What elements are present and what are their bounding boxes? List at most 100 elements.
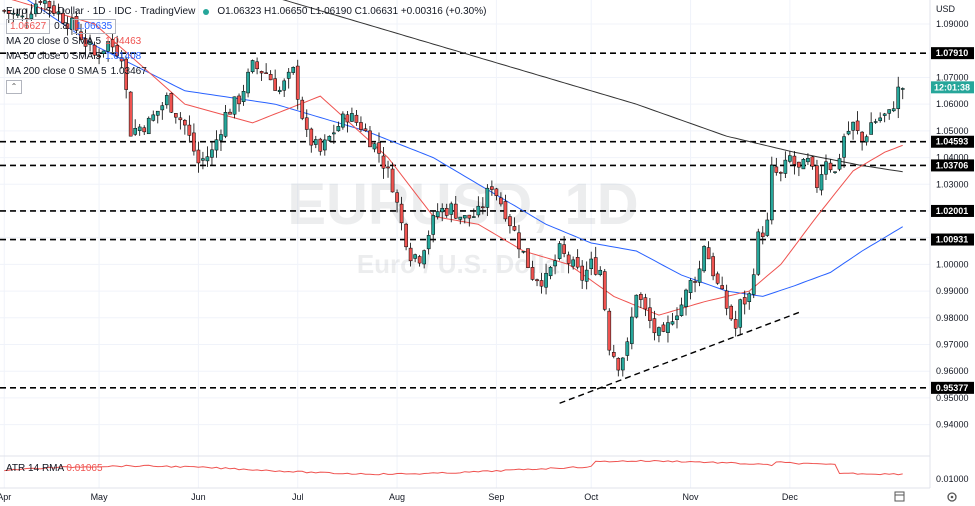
candle-36 — [164, 92, 169, 109]
candle-102 — [462, 215, 467, 224]
candle-172 — [779, 171, 783, 182]
candle-6 — [29, 3, 34, 21]
candle-181 — [819, 166, 824, 196]
sell-price-button[interactable]: 1.06627 — [6, 19, 51, 34]
indicator-ma50[interactable]: MA 50 close 0 SMA 5 1.01408 — [6, 49, 486, 64]
candle-187 — [846, 121, 851, 136]
ma200-value: 1.03467 — [110, 66, 147, 77]
candle-81 — [368, 125, 372, 148]
candle-26 — [119, 50, 124, 69]
candle-38 — [173, 112, 178, 124]
candle-30 — [137, 123, 142, 136]
candle-89 — [404, 222, 408, 251]
buy-price-button[interactable]: 1.06635 — [72, 19, 117, 34]
candle-112 — [508, 213, 512, 234]
level-tag-2: 1.03706 — [936, 160, 969, 170]
candle-171 — [774, 157, 779, 176]
candle-92 — [417, 254, 422, 267]
calendar-icon[interactable] — [894, 491, 905, 502]
candle-117 — [530, 260, 535, 281]
candle-119 — [539, 272, 544, 294]
indicator-ma20[interactable]: MA 20 close 0 SMA 5 1.04463 — [6, 34, 486, 49]
candle-167 — [756, 228, 761, 276]
indicator-ma200[interactable]: MA 200 close 0 SMA 5 1.03467 — [6, 64, 486, 79]
candle-195 — [882, 112, 887, 123]
candle-128 — [580, 260, 585, 289]
candle-45 — [205, 146, 210, 167]
candle-177 — [801, 157, 806, 170]
settings-gear-icon[interactable] — [947, 492, 957, 502]
candle-115 — [521, 250, 526, 254]
candle-61 — [277, 86, 282, 95]
price-tick-9: 1.03000 — [936, 179, 969, 189]
candle-162 — [733, 310, 738, 337]
candle-32 — [146, 116, 151, 135]
candle-41 — [187, 115, 192, 143]
candle-139 — [630, 307, 634, 350]
candle-169 — [765, 212, 770, 237]
candle-125 — [566, 251, 571, 274]
candle-101 — [458, 216, 463, 225]
candle-1 — [6, 9, 11, 23]
candle-66 — [300, 96, 305, 121]
last-price-time: 12:01:38 — [934, 82, 970, 92]
candle-176 — [797, 161, 801, 177]
candle-116 — [526, 248, 530, 268]
chart-title: Euro / U.S. Dollar · 1D · IDC · TradingV… — [6, 6, 196, 17]
candle-149 — [675, 307, 679, 329]
time-ticks: Apr May Jun Jul Aug Sep Oct Nov Dec — [0, 492, 798, 502]
candle-59 — [268, 70, 273, 81]
level-tag-1: 1.04593 — [936, 137, 969, 147]
legend: Euro / U.S. Dollar · 1D · IDC · TradingV… — [6, 4, 486, 94]
candle-144 — [652, 310, 657, 341]
candle-118 — [535, 278, 539, 287]
candle-141 — [639, 292, 643, 309]
time-tick-nov: Nov — [683, 492, 700, 502]
candle-134 — [607, 308, 612, 356]
grid — [0, 0, 930, 488]
candle-53 — [241, 84, 246, 106]
candle-197 — [891, 101, 896, 113]
collapse-chevron-icon[interactable]: ⌃ — [6, 79, 22, 94]
candle-58 — [264, 63, 268, 75]
time-tick-aug: Aug — [389, 492, 405, 502]
support-trendline — [559, 311, 800, 404]
candle-44 — [201, 151, 205, 170]
candle-163 — [738, 298, 743, 336]
ma200-layer — [282, 0, 903, 173]
candle-8 — [38, 0, 43, 6]
candle-46 — [210, 141, 214, 166]
candle-186 — [842, 133, 846, 168]
candle-107 — [485, 184, 490, 216]
candle-39 — [178, 112, 183, 130]
candle-106 — [481, 197, 485, 215]
candle-152 — [688, 278, 693, 300]
price-tick-14: 1.09000 — [936, 19, 969, 29]
candle-126 — [571, 256, 575, 270]
candle-129 — [584, 261, 589, 290]
candle-140 — [634, 294, 639, 319]
candle-60 — [273, 69, 277, 91]
time-tick-apr: Apr — [0, 492, 11, 502]
candle-2 — [11, 10, 16, 23]
level-tag-bg-4 — [931, 233, 974, 246]
candle-14 — [65, 16, 70, 36]
price-tick-12: 1.06000 — [936, 99, 969, 109]
candle-16 — [74, 11, 79, 36]
candle-138 — [625, 337, 630, 361]
candle-135 — [611, 344, 616, 359]
level-tag-bg-0 — [931, 47, 974, 60]
candle-21 — [97, 48, 101, 65]
candle-194 — [878, 112, 882, 123]
candle-24 — [110, 33, 115, 53]
level-tag-5: 0.95377 — [936, 383, 969, 393]
candle-114 — [517, 224, 521, 259]
candle-52 — [237, 93, 241, 112]
candle-93 — [422, 249, 426, 269]
candle-9 — [43, 0, 47, 12]
level-tag-bg-1 — [931, 135, 974, 148]
time-tick-sep: Sep — [488, 492, 504, 502]
candles — [2, 0, 905, 377]
candle-146 — [661, 322, 666, 333]
